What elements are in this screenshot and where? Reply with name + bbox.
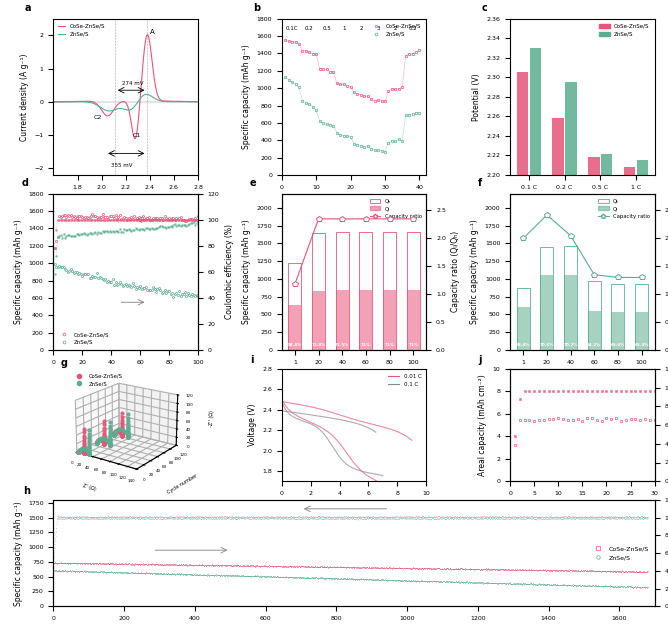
Text: d: d <box>21 178 29 188</box>
Y-axis label: Specific capacity (mAh g⁻¹): Specific capacity (mAh g⁻¹) <box>470 219 479 324</box>
Bar <box>383 291 396 350</box>
X-axis label: Cycle number: Cycle number <box>556 501 609 511</box>
Text: 3: 3 <box>376 26 380 31</box>
Text: 54.2%: 54.2% <box>587 344 601 348</box>
Bar <box>565 82 576 175</box>
Legend: Qₕ, Qₗ, Capacity ratio: Qₕ, Qₗ, Capacity ratio <box>367 196 424 221</box>
Bar <box>564 246 577 350</box>
Text: 58.4%: 58.4% <box>288 344 302 348</box>
Legend: CoSe-ZnSe/S, ZnSe/S: CoSe-ZnSe/S, ZnSe/S <box>56 21 108 39</box>
Bar <box>588 158 599 175</box>
Bar <box>407 291 420 350</box>
Y-axis label: Capacity ratio (Qₗ/Qₕ): Capacity ratio (Qₗ/Qₕ) <box>452 231 460 312</box>
X-axis label: Cycle number: Cycle number <box>327 370 381 379</box>
Y-axis label: Potential (V): Potential (V) <box>472 73 481 121</box>
Bar <box>289 262 301 350</box>
Y-axis label: Areal capacity (mAh cm⁻²): Areal capacity (mAh cm⁻²) <box>478 374 487 476</box>
Legend: CoSe-ZnSe/S, ZnSe/S: CoSe-ZnSe/S, ZnSe/S <box>589 544 651 562</box>
Text: 71%: 71% <box>408 344 418 348</box>
Bar <box>552 118 564 175</box>
X-axis label: Voltage (V): Voltage (V) <box>104 195 147 204</box>
X-axis label: Cycle number: Cycle number <box>100 370 152 379</box>
Bar <box>588 281 601 350</box>
Bar <box>383 232 396 350</box>
Bar <box>611 284 625 350</box>
Text: 68.4%: 68.4% <box>516 344 530 348</box>
Bar <box>637 161 648 175</box>
Text: 0.2: 0.2 <box>408 26 417 31</box>
Bar <box>611 312 625 350</box>
Legend: CoSe-ZnSe/S, ZnSe/S: CoSe-ZnSe/S, ZnSe/S <box>597 21 652 39</box>
Text: 70.2%: 70.2% <box>563 344 578 348</box>
Text: f: f <box>478 178 482 188</box>
Text: 71%: 71% <box>361 344 371 348</box>
Y-axis label: Cycle number: Cycle number <box>166 473 198 495</box>
Bar <box>540 276 553 350</box>
Text: 63.6%: 63.6% <box>611 344 625 348</box>
Bar <box>312 291 325 350</box>
Text: 1: 1 <box>342 26 345 31</box>
Bar <box>601 154 613 175</box>
Legend: 0.01 C, 0.1 C: 0.01 C, 0.1 C <box>386 371 424 389</box>
Text: i: i <box>250 355 253 365</box>
Legend: CoSe-ZnSe/S, ZnSe/S: CoSe-ZnSe/S, ZnSe/S <box>72 371 125 388</box>
Bar <box>516 308 530 350</box>
Bar <box>540 247 553 350</box>
Text: A: A <box>150 29 154 35</box>
X-axis label: Z' (Ω): Z' (Ω) <box>82 484 97 492</box>
Text: 2: 2 <box>359 26 363 31</box>
Text: 0.2: 0.2 <box>305 26 314 31</box>
X-axis label: Areal capacity (mAh cm⁻²): Areal capacity (mAh cm⁻²) <box>303 501 405 511</box>
Text: 70.6%: 70.6% <box>540 344 554 348</box>
Text: a: a <box>25 3 31 13</box>
Text: e: e <box>250 178 257 188</box>
X-axis label: Cycle number: Cycle number <box>327 195 381 204</box>
Legend: CoSe-ZnSe/S, ZnSe/S: CoSe-ZnSe/S, ZnSe/S <box>56 330 112 348</box>
Y-axis label: Voltage (V): Voltage (V) <box>248 404 257 446</box>
Text: 63.3%: 63.3% <box>635 344 649 348</box>
Legend: CoSe-ZnSe/S, ZnSe/S: CoSe-ZnSe/S, ZnSe/S <box>368 21 424 39</box>
Text: 71.5%: 71.5% <box>335 344 349 348</box>
Text: 0.1C: 0.1C <box>286 26 299 31</box>
Y-axis label: Specific capacity (mAh g⁻¹): Specific capacity (mAh g⁻¹) <box>242 219 251 324</box>
Bar <box>407 232 420 350</box>
Bar <box>635 284 648 350</box>
Text: g: g <box>60 359 67 369</box>
Bar <box>516 288 530 350</box>
Text: c: c <box>481 3 487 13</box>
Bar <box>359 291 372 350</box>
Text: 355 mV: 355 mV <box>112 162 133 168</box>
Text: h: h <box>23 486 30 496</box>
Bar <box>588 311 601 350</box>
X-axis label: Rate: Rate <box>574 195 591 204</box>
Bar <box>336 232 349 350</box>
Text: 2: 2 <box>393 26 397 31</box>
Bar <box>635 312 648 350</box>
Text: 71%: 71% <box>385 344 395 348</box>
Y-axis label: Specific capacity (mAh g⁻¹): Specific capacity (mAh g⁻¹) <box>13 219 23 324</box>
Text: 71.8%: 71.8% <box>311 344 326 348</box>
Text: 0.5: 0.5 <box>322 26 331 31</box>
X-axis label: Cycle number: Cycle number <box>556 370 609 379</box>
Text: 274 mV: 274 mV <box>122 81 144 86</box>
Bar <box>336 291 349 350</box>
Bar <box>624 167 635 175</box>
Y-axis label: Current density (A g⁻¹): Current density (A g⁻¹) <box>20 53 29 141</box>
Text: C1: C1 <box>133 132 141 138</box>
Bar <box>516 72 528 175</box>
Text: b: b <box>253 3 260 13</box>
Text: C2: C2 <box>93 115 102 120</box>
Bar <box>359 232 372 350</box>
Bar <box>564 276 577 350</box>
Y-axis label: Specific capacity (mAh g⁻¹): Specific capacity (mAh g⁻¹) <box>242 44 251 149</box>
Text: j: j <box>478 355 482 365</box>
Legend: Qₕ, Qₗ, Capacity ratio: Qₕ, Qₗ, Capacity ratio <box>596 196 652 221</box>
Bar <box>289 305 301 350</box>
Y-axis label: Coulombic efficiency (%): Coulombic efficiency (%) <box>225 224 234 319</box>
Bar <box>530 48 541 175</box>
Bar <box>312 232 325 350</box>
Y-axis label: Specific capacity (mAh g⁻¹): Specific capacity (mAh g⁻¹) <box>13 501 23 606</box>
